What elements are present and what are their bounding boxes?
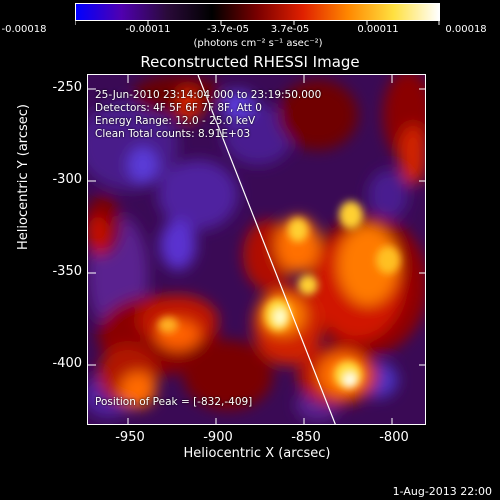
detectors-label: Detectors: 4F 5F 6F 7F 8F, Att 0	[95, 102, 262, 114]
x-tick-label: -950	[115, 430, 145, 445]
x-tick-label: -850	[291, 430, 321, 445]
footer-date: 1-Aug-2013 22:00	[392, 485, 492, 498]
colorbar-tick-label: -0.00018	[1, 24, 47, 35]
y-tick-label: -250	[52, 80, 82, 95]
image-panel: 25-Jun-2010 23:14:04.000 to 23:19:50.000…	[87, 74, 426, 425]
solar-limb-line	[197, 75, 336, 424]
colorbar-tick-label: 0.00018	[445, 24, 487, 35]
colorbar-tick-label: 3.7e-05	[270, 24, 310, 35]
y-tick-label: -300	[52, 172, 82, 187]
y-axis-label: Heliocentric Y (arcsec)	[16, 104, 31, 250]
colorbar-tick-label: 0.00011	[357, 24, 399, 35]
rhessi-image	[88, 75, 425, 424]
colorbar-tick-label: -0.00011	[125, 24, 171, 35]
y-tick-label: -350	[52, 264, 82, 279]
plot-title: Reconstructed RHESSI Image	[140, 53, 360, 71]
x-tick-label: -900	[203, 430, 233, 445]
x-axis-label: Heliocentric X (arcsec)	[183, 446, 331, 461]
colorbar-ticks	[75, 20, 440, 25]
energy-range-label: Energy Range: 12.0 - 25.0 keV	[95, 115, 256, 127]
colorbar	[75, 3, 440, 21]
peak-position-label: Position of Peak = [-832,-409]	[95, 396, 253, 408]
clean-counts-label: Clean Total counts: 8.91E+03	[95, 128, 251, 140]
time-range-label: 25-Jun-2010 23:14:04.000 to 23:19:50.000	[95, 89, 322, 101]
x-tick-label: -800	[379, 430, 409, 445]
y-tick-label: -400	[52, 356, 82, 371]
colorbar-tick-label: -3.7e-05	[207, 24, 249, 35]
colorbar-units: (photons cm⁻² s⁻¹ asec⁻²)	[193, 38, 323, 49]
